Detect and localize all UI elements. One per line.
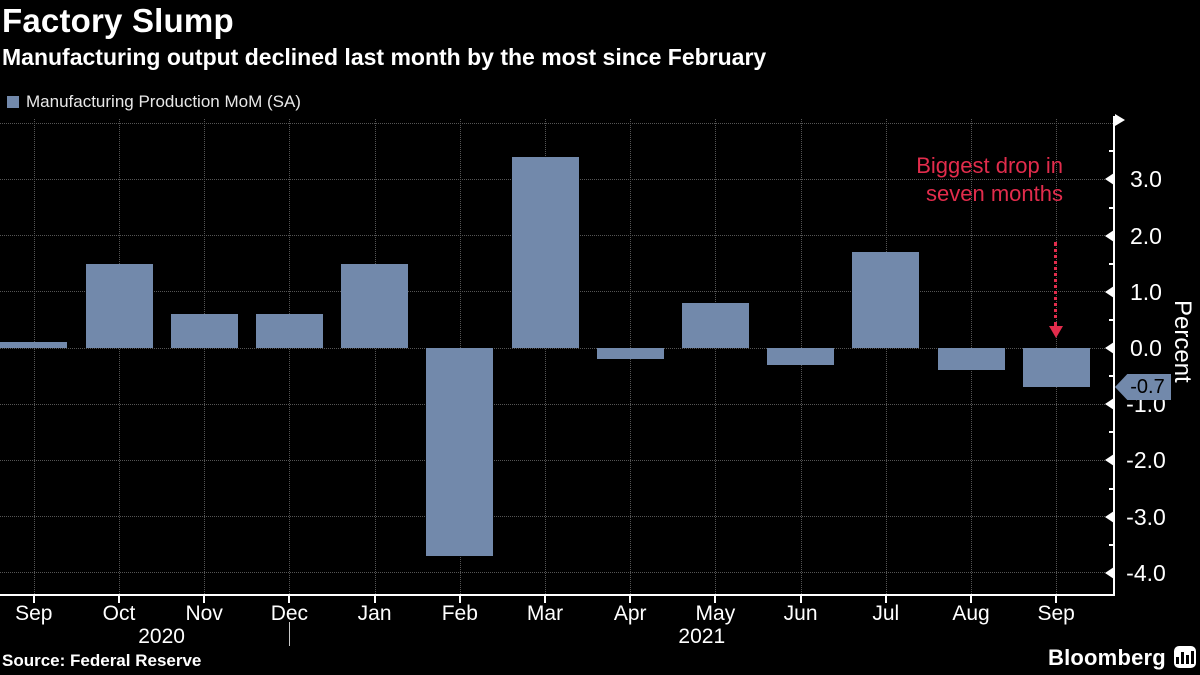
gridline-vertical: [119, 119, 120, 594]
month-label-dec: Dec: [270, 602, 309, 625]
x-tick: [288, 596, 291, 603]
gridline-horizontal: [0, 572, 1113, 574]
gridline-vertical: [545, 119, 546, 594]
y-tick-minor: [1109, 262, 1114, 265]
x-axis-line: [0, 594, 1115, 596]
y-tick-major-icon: [1105, 566, 1114, 579]
legend-swatch-icon: [7, 96, 19, 108]
year-label-2020: 2020: [138, 625, 185, 648]
bar-sep-12: [1022, 348, 1090, 388]
x-tick: [373, 596, 376, 603]
month-label-apr: Apr: [613, 602, 647, 625]
last-value-tag: -0.7: [1115, 374, 1171, 400]
gridline-vertical: [289, 119, 291, 594]
y-tick-label: 0.0: [1130, 335, 1162, 361]
x-tick: [1055, 596, 1058, 603]
month-label-may: May: [695, 602, 736, 625]
y-tick-minor: [1109, 150, 1114, 153]
month-label-nov: Nov: [185, 602, 223, 625]
x-tick: [118, 596, 120, 603]
x-tick: [799, 596, 802, 603]
y-tick-major-icon: [1105, 454, 1114, 467]
gridline-horizontal: [0, 403, 1113, 405]
bar-feb-5: [426, 348, 494, 556]
y-tick-major-icon: [1105, 398, 1114, 411]
month-label-oct: Oct: [102, 602, 136, 625]
annotation-arrow-line: [1054, 242, 1057, 326]
y-tick-minor: [1109, 318, 1114, 321]
bar-aug-11: [937, 348, 1005, 371]
gridline-vertical: [715, 119, 717, 594]
month-label-aug: Aug: [952, 602, 990, 625]
month-label-feb: Feb: [441, 602, 478, 625]
bar-dec-3: [255, 314, 323, 348]
y-tick-label: -2.0: [1126, 447, 1166, 474]
gridline-vertical: [204, 119, 206, 594]
bar-oct-1: [85, 263, 153, 348]
y-tick-minor: [1109, 543, 1114, 546]
x-tick: [884, 596, 887, 603]
gridline-vertical: [374, 119, 376, 594]
y-tick-label: 3.0: [1130, 166, 1162, 193]
y-axis-title: Percent: [1169, 300, 1196, 383]
bar-jul-10: [852, 252, 920, 348]
y-tick-major-icon: [1105, 229, 1114, 242]
y-tick-label: -4.0: [1126, 559, 1166, 586]
x-tick: [714, 596, 717, 603]
gridline-horizontal: [0, 516, 1113, 518]
chart-subtitle: Manufacturing output declined last month…: [2, 44, 767, 70]
month-label-sep: Sep: [15, 602, 53, 625]
y-tick-label: 1.0: [1130, 278, 1162, 305]
y-tick-minor: [1109, 375, 1114, 378]
year-label-2021: 2021: [678, 625, 726, 648]
bar-apr-7: [596, 348, 664, 360]
y-tick-minor: [1109, 431, 1114, 434]
y-tick-major-icon: [1105, 510, 1114, 523]
y-tick-label: -3.0: [1126, 503, 1166, 530]
bar-mar-6: [511, 156, 579, 348]
gridline-horizontal: [0, 122, 1113, 124]
annotation-text: Biggest drop in seven months: [793, 152, 1063, 208]
y-tick-label: 2.0: [1130, 222, 1162, 249]
x-tick: [203, 596, 206, 603]
annotation-line-1: Biggest drop in: [916, 153, 1063, 178]
annotation-line-2: seven months: [926, 181, 1063, 206]
gridline-vertical: [33, 119, 35, 594]
y-tick-minor: [1109, 487, 1114, 490]
x-tick: [970, 596, 972, 603]
month-label-jun: Jun: [783, 602, 818, 625]
annotation-arrow-head-icon: [1049, 326, 1063, 338]
month-label-sep: Sep: [1037, 602, 1075, 625]
bar-jan-4: [341, 263, 409, 348]
month-label-mar: Mar: [526, 602, 564, 625]
legend-label: Manufacturing Production MoM (SA): [26, 92, 301, 111]
gridline-horizontal: [0, 459, 1113, 461]
year-divider-line: [289, 622, 291, 646]
y-axis-line: [1113, 116, 1115, 596]
y-tick-major-icon: [1105, 342, 1114, 354]
brand-logo-icon: [1174, 646, 1196, 668]
y-tick-major-icon: [1105, 285, 1114, 298]
source-attribution: Source: Federal Reserve: [2, 651, 202, 670]
gridline-horizontal: [0, 347, 1113, 349]
y-axis-top-arrow-icon: [1115, 114, 1125, 126]
x-tick: [32, 596, 35, 603]
y-tick-minor: [1109, 206, 1114, 209]
chart-title: Factory Slump: [2, 2, 234, 39]
legend: Manufacturing Production MoM (SA): [7, 92, 301, 112]
bar-nov-2: [170, 314, 238, 348]
month-label-jan: Jan: [357, 602, 392, 625]
x-tick: [544, 596, 546, 603]
bar-sep-0: [0, 342, 68, 348]
month-label-jul: Jul: [872, 602, 900, 625]
brand-logo-text: Bloomberg: [1048, 645, 1166, 670]
gridline-vertical: [885, 119, 887, 594]
y-tick-major-icon: [1105, 173, 1114, 186]
bar-jun-9: [767, 348, 835, 365]
bar-may-8: [681, 303, 749, 348]
x-tick: [458, 596, 461, 603]
x-tick: [629, 596, 632, 603]
